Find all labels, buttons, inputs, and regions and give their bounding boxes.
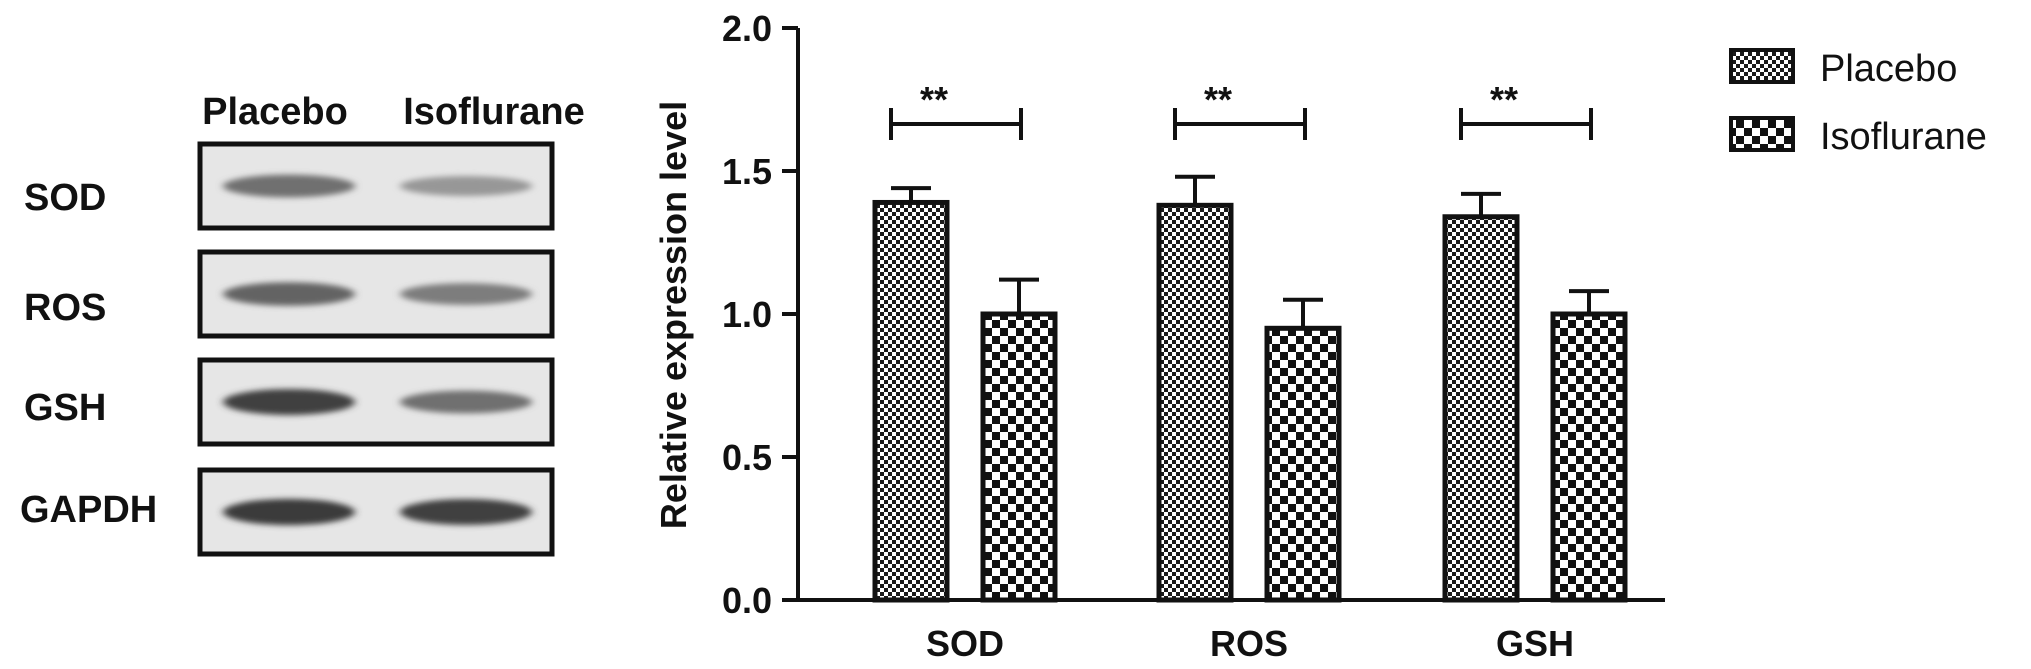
y-tick-label: 2.0 — [722, 8, 772, 49]
legend-label-placebo: Placebo — [1820, 48, 1957, 90]
y-tick-label: 0.5 — [722, 437, 772, 478]
y-tick-label: 1.5 — [722, 151, 772, 192]
bar-rect — [1550, 311, 1628, 603]
x-category-label-gsh: GSH — [1496, 623, 1574, 664]
significance-bracket-gsh: ** — [1459, 79, 1593, 140]
blot-band-placebo — [223, 389, 355, 415]
blot-strip-ros — [197, 249, 555, 339]
legend-swatch-isoflurane — [1729, 116, 1795, 152]
blot-strip-gapdh — [197, 467, 555, 557]
legend-label-isoflurane: Isoflurane — [1820, 116, 1987, 158]
blot-column-label-placebo: Placebo — [202, 91, 348, 133]
bar-placebo-sod — [872, 186, 950, 603]
blot-band-placebo — [223, 174, 355, 198]
bar-chart: 0.0 0.5 1.0 1.5 2.0 Relative expression leve… — [653, 8, 1665, 664]
bar-isoflurane-gsh — [1550, 289, 1628, 603]
western-blot-panel: Placebo Isoflurane SOD ROS GSH GAPDH — [20, 91, 585, 557]
bar-rect — [1156, 202, 1234, 603]
x-axis-categories: SOD ROS GSH — [926, 623, 1574, 664]
bar-rect — [872, 199, 950, 603]
y-axis-ticks: 0.0 0.5 1.0 1.5 2.0 — [722, 8, 798, 621]
x-category-label-ros: ROS — [1210, 623, 1288, 664]
bar-rect — [1264, 325, 1342, 603]
significance-bracket-ros: ** — [1173, 79, 1307, 140]
blot-band-isoflurane — [400, 176, 532, 196]
bars — [872, 174, 1628, 603]
blot-band-isoflurane — [400, 390, 532, 414]
blot-band-isoflurane — [400, 499, 532, 525]
blot-row-label-gsh: GSH — [24, 387, 106, 429]
blot-band-placebo — [223, 498, 355, 526]
y-tick-label: 1.0 — [722, 294, 772, 335]
bar-placebo-ros — [1156, 174, 1234, 603]
y-axis-label: Relative expression level — [653, 101, 694, 529]
blot-row-label-ros: ROS — [24, 287, 106, 329]
bar-rect — [1442, 214, 1520, 603]
significance-stars: ** — [920, 79, 948, 120]
bar-isoflurane-ros — [1264, 297, 1342, 603]
bar-placebo-gsh — [1442, 191, 1520, 603]
significance-stars: ** — [1204, 79, 1232, 120]
y-tick-label: 0.0 — [722, 580, 772, 621]
x-category-label-sod: SOD — [926, 623, 1004, 664]
blot-column-label-isoflurane: Isoflurane — [403, 91, 585, 133]
blot-strip-sod — [197, 141, 555, 231]
significance-markers: ** ** ** — [889, 79, 1593, 140]
legend-swatch-placebo — [1729, 48, 1795, 84]
bar-isoflurane-sod — [980, 277, 1058, 603]
blot-band-placebo — [223, 282, 355, 306]
significance-stars: ** — [1490, 79, 1518, 120]
blot-strip-gsh — [197, 357, 555, 447]
blot-strips — [197, 141, 555, 557]
blot-band-isoflurane — [400, 283, 532, 305]
bar-rect — [980, 311, 1058, 603]
legend: Placebo Isoflurane — [1729, 48, 1987, 158]
blot-row-label-gapdh: GAPDH — [20, 489, 157, 531]
significance-bracket-sod: ** — [889, 79, 1023, 140]
blot-row-label-sod: SOD — [24, 177, 106, 219]
